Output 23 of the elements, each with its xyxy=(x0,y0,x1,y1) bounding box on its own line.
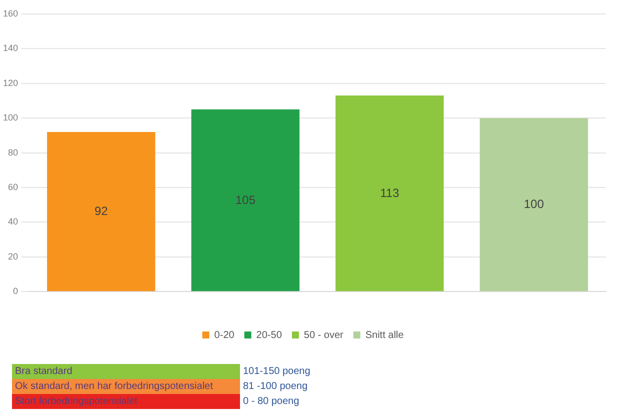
text: 0 - 80 poeng xyxy=(242,395,300,409)
text: Bra standard xyxy=(12,364,240,379)
y-tick-label: 140 xyxy=(2,43,18,54)
y-tick-label: 100 xyxy=(2,112,18,123)
data-label: 100 xyxy=(524,197,544,212)
y-tick-label: 60 xyxy=(8,182,18,192)
y-tick-label: 0 xyxy=(13,286,18,296)
y-tick-label: 160 xyxy=(2,8,18,18)
data-label: 113 xyxy=(380,186,400,200)
y-tick-label: 80 xyxy=(8,147,18,158)
y-tick-label: 20 xyxy=(8,251,18,262)
text: 81 -100 poeng xyxy=(242,380,309,394)
text: Stort forbedringspotensialet xyxy=(12,394,240,409)
legend-label: 20-50 xyxy=(256,330,282,341)
data-label: 105 xyxy=(235,192,256,207)
y-tick-label: 120 xyxy=(2,78,18,88)
y-tick-label: 40 xyxy=(8,216,18,227)
legend-label: Snitt alle xyxy=(365,330,404,341)
text: 101-150 poeng xyxy=(242,365,312,379)
data-label: 92 xyxy=(94,204,108,218)
legend-label: 0-20 xyxy=(214,330,235,341)
legend-label: 50 - over xyxy=(304,330,344,341)
text: Ok standard, men har forbedringspotensialet xyxy=(12,379,240,394)
